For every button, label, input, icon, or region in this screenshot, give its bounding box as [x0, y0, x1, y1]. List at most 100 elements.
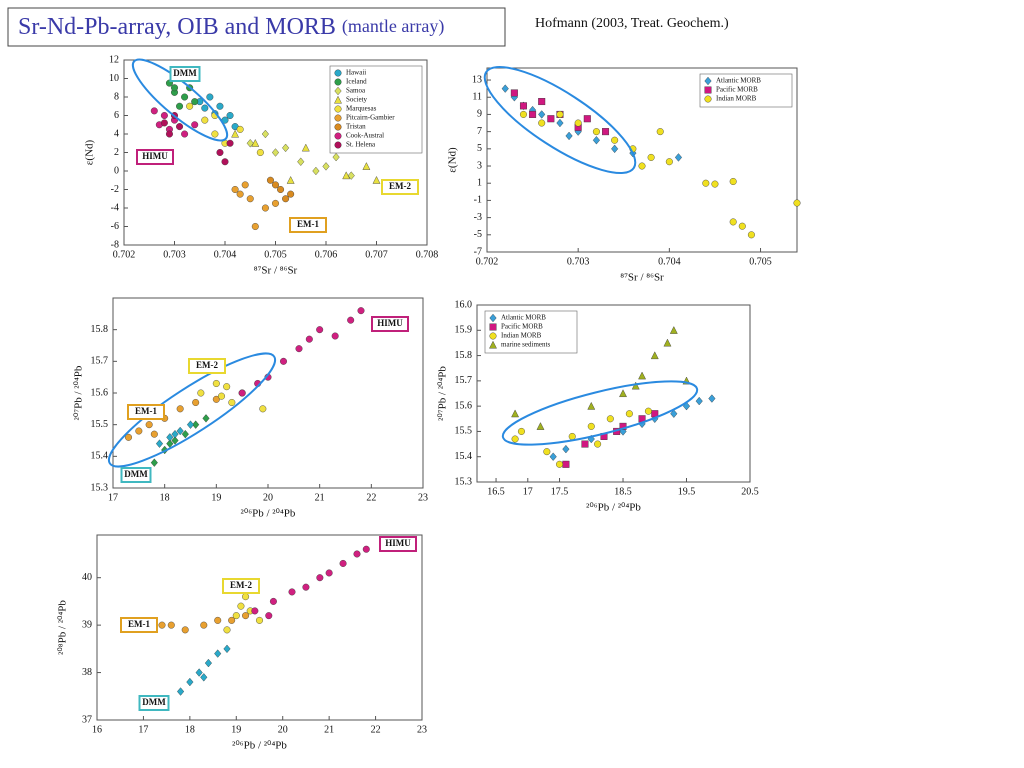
annotation: DMM — [124, 469, 148, 479]
annotation-box — [289, 217, 327, 233]
point — [214, 649, 222, 658]
point — [288, 588, 296, 596]
point — [362, 545, 370, 553]
point — [619, 389, 627, 397]
point — [606, 415, 614, 423]
point — [372, 176, 381, 184]
point — [711, 180, 719, 188]
point — [556, 118, 564, 128]
point — [241, 181, 249, 189]
point — [197, 389, 205, 397]
point — [286, 176, 295, 184]
legend-marker — [704, 86, 712, 94]
point — [150, 458, 158, 467]
y-tick-label: 15.4 — [91, 451, 109, 462]
annotation: DMM — [173, 68, 197, 78]
x-axis-label: ²⁰⁶Pb / ²⁰⁴Pb — [586, 502, 641, 514]
point — [221, 158, 229, 166]
point — [316, 326, 324, 334]
x-tick-label: 0.705 — [749, 256, 772, 267]
point — [510, 89, 518, 97]
point — [669, 326, 678, 334]
legend-label: Indian MORB — [716, 95, 757, 103]
point — [214, 616, 222, 624]
point — [251, 607, 259, 615]
point — [160, 111, 168, 119]
point — [150, 430, 158, 438]
point — [302, 583, 310, 591]
x-tick-label: 0.704 — [658, 256, 681, 267]
y-tick-label: -8 — [111, 239, 119, 250]
annotation-box — [188, 358, 226, 374]
legend-marker — [334, 141, 342, 149]
x-tick-label: 0.702 — [476, 256, 499, 267]
legend-marker — [334, 114, 342, 122]
point — [362, 162, 371, 170]
annotation: DMM — [142, 697, 166, 707]
y-tick-label: -2 — [111, 184, 119, 195]
point — [708, 394, 716, 403]
y-tick-label: 15.5 — [91, 419, 109, 430]
point — [592, 128, 600, 136]
x-tick-label: 20 — [263, 492, 273, 503]
legend-label: Samoa — [346, 87, 366, 95]
title-sub: (mantle array) — [342, 16, 444, 37]
point — [587, 401, 596, 410]
point — [186, 102, 194, 110]
point — [280, 357, 288, 365]
legend-marker — [704, 95, 712, 103]
point — [665, 158, 673, 166]
point — [158, 621, 166, 629]
legend-label: St. Helena — [346, 141, 376, 149]
point — [574, 119, 582, 127]
x-axis-label: ²⁰⁶Pb / ²⁰⁴Pb — [232, 740, 287, 752]
source: Hofmann (2003, Treat. Geochem.) — [535, 16, 729, 31]
point — [287, 190, 295, 198]
y-tick-label: 11 — [472, 92, 482, 103]
point — [611, 136, 619, 144]
y-tick-label: -1 — [474, 195, 482, 206]
legend-box — [329, 65, 423, 154]
point — [176, 123, 184, 131]
point — [256, 148, 264, 156]
y-tick-label: 1 — [477, 178, 482, 189]
legend-label: Indian MORB — [501, 332, 542, 340]
y-tick-label: 37 — [82, 714, 92, 725]
y-tick-label: 15.7 — [455, 375, 473, 386]
y-tick-label: 39 — [82, 619, 92, 630]
y-tick-label: 16.0 — [455, 299, 473, 310]
point — [625, 410, 633, 418]
legend-marker — [489, 332, 497, 340]
y-tick-label: 15.4 — [455, 451, 473, 462]
point — [135, 427, 143, 435]
point — [638, 162, 646, 170]
point — [242, 612, 250, 620]
annotation-box — [371, 316, 409, 332]
point — [192, 420, 200, 429]
point — [538, 98, 546, 106]
legend-label: Pacific MORB — [716, 86, 758, 94]
x-tick-label: 16 — [92, 724, 102, 735]
point — [562, 460, 570, 468]
annotation: EM-1 — [128, 619, 150, 629]
point — [236, 190, 244, 198]
point — [212, 395, 220, 403]
legend-marker — [489, 323, 497, 331]
point — [347, 316, 355, 324]
x-tick-label: 23 — [418, 492, 428, 503]
x-tick-label: 19.5 — [678, 486, 696, 497]
point — [251, 139, 260, 147]
y-tick-label: -5 — [474, 229, 482, 240]
point — [256, 616, 264, 624]
annotation: HIMU — [385, 538, 411, 548]
point — [581, 440, 589, 448]
point — [181, 130, 189, 138]
point — [191, 121, 199, 129]
point — [611, 144, 619, 154]
x-tick-label: 17.5 — [551, 486, 569, 497]
y-tick-label: 15.6 — [91, 387, 109, 398]
point — [226, 139, 234, 147]
point — [316, 574, 324, 582]
legend-label: Tristan — [346, 123, 366, 131]
annotation-box — [138, 695, 170, 711]
